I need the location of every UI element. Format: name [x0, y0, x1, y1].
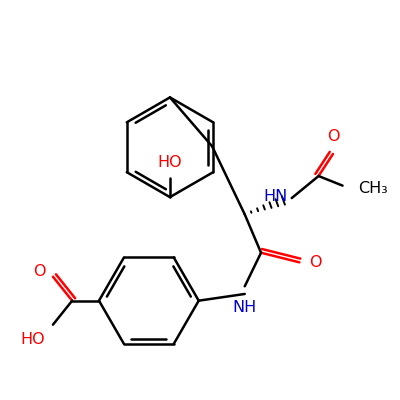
Text: HO: HO [21, 332, 45, 347]
Text: CH₃: CH₃ [358, 181, 388, 196]
Text: O: O [33, 264, 45, 280]
Text: NH: NH [233, 300, 257, 315]
Text: HN: HN [264, 189, 288, 204]
Text: O: O [309, 255, 322, 270]
Text: O: O [327, 129, 339, 144]
Text: HO: HO [158, 155, 182, 170]
